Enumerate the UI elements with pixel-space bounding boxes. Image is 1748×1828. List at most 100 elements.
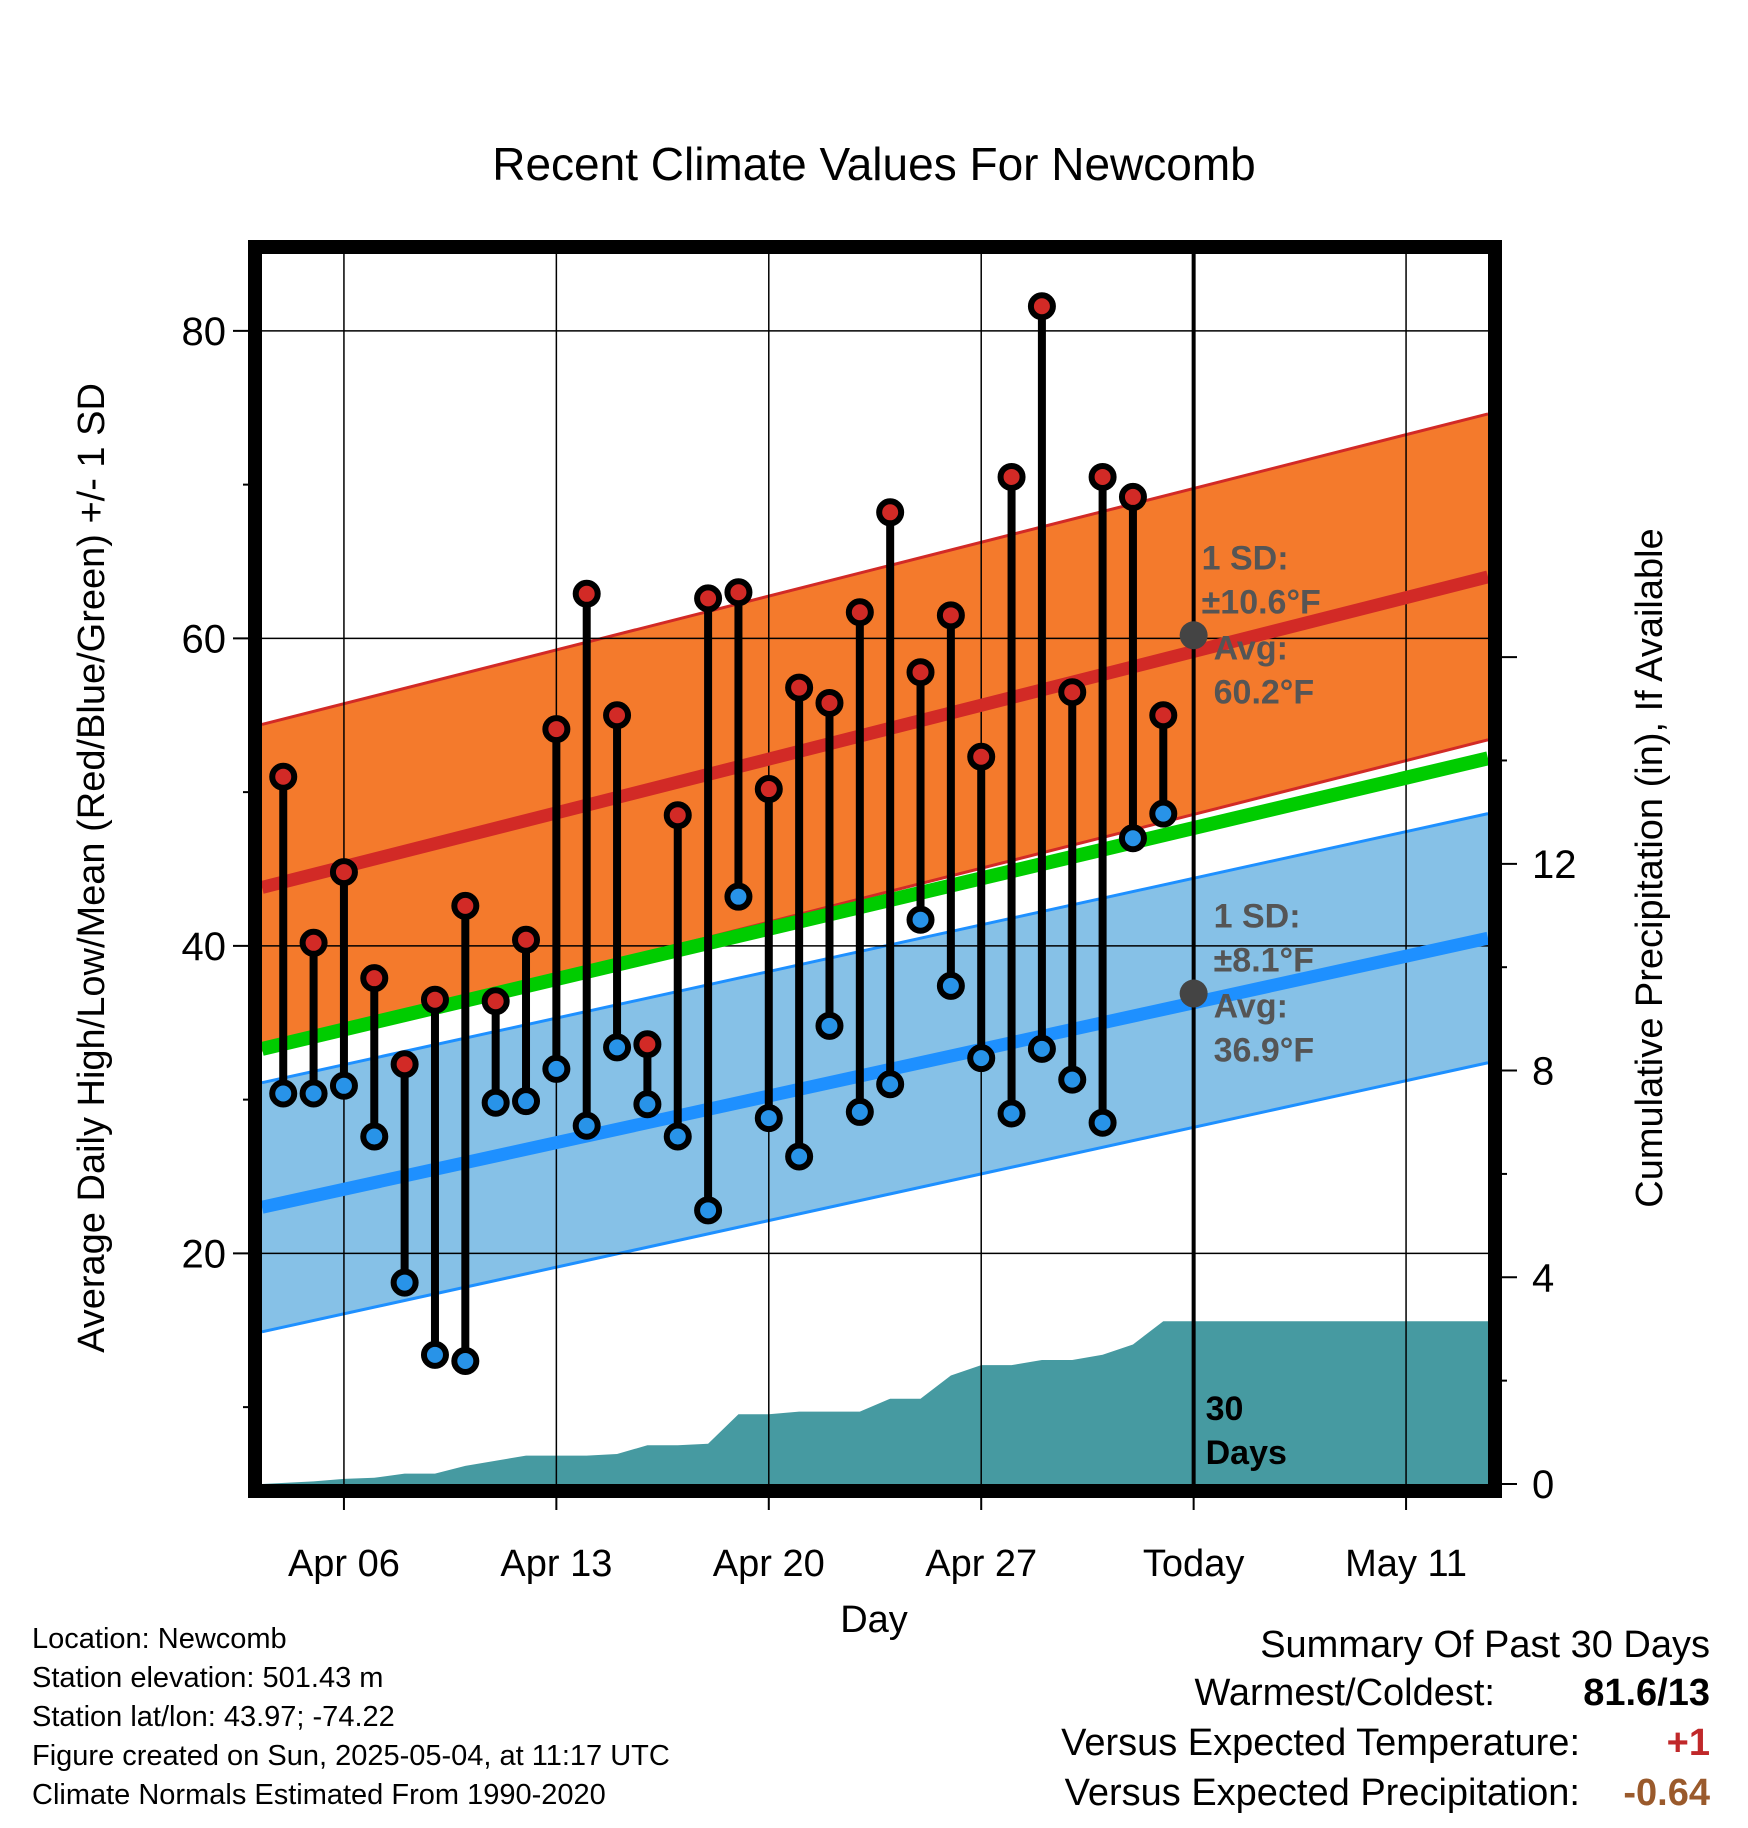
y-tick-label: 20: [182, 1232, 227, 1276]
plot-frame: [248, 240, 1502, 1498]
temp-value: +1: [1666, 1722, 1710, 1764]
high-marker: [542, 715, 571, 744]
x-axis-label: Day: [840, 1599, 908, 1641]
precip-area: [262, 1321, 1488, 1484]
low-marker: [906, 905, 935, 934]
low-marker: [724, 882, 753, 911]
low-marker: [1088, 1108, 1117, 1137]
high-marker: [724, 578, 753, 607]
y-axis-label: Average Daily High/Low/Mean (Red/Blue/Gr…: [71, 383, 113, 1353]
low-marker: [360, 1122, 389, 1151]
x-tick-label: Apr 13: [500, 1543, 612, 1585]
high-marker: [845, 598, 874, 627]
low-marker: [542, 1054, 571, 1083]
plot-area: 1 SD: ±10.6°F Avg: 60.2°F 1 SD: ±8.1°F Avg: 36.…: [182, 240, 1577, 1585]
low-marker: [754, 1104, 783, 1133]
low-marker: [936, 971, 965, 1000]
low-marker: [603, 1033, 632, 1062]
high-avg-value: 60.2°F: [1214, 673, 1315, 711]
high-marker: [906, 658, 935, 687]
chart-title: Recent Climate Values For Newcomb: [492, 138, 1256, 190]
created-text: Figure created on Sun, 2025-05-04, at 11…: [32, 1740, 670, 1772]
high-marker: [663, 801, 692, 830]
summary-warmest-row: Warmest/Coldest: 81.6/13: [810, 1668, 1710, 1718]
high-marker: [1058, 678, 1087, 707]
summary-panel: Summary Of Past 30 Days Warmest/Coldest:…: [810, 1622, 1710, 1818]
low-marker: [269, 1079, 298, 1108]
normal-high-line: [260, 570, 1490, 894]
high-marker: [481, 987, 510, 1016]
high-marker: [420, 985, 449, 1014]
period-label-number: 30: [1206, 1390, 1244, 1428]
latlon-text: Station lat/lon: 43.97; -74.22: [32, 1701, 395, 1733]
low-marker: [390, 1268, 419, 1297]
high-marker: [815, 688, 844, 717]
x-tick-label: Apr 27: [925, 1543, 1037, 1585]
summary-precip-row: Versus Expected Precipitation: -0.64: [810, 1768, 1710, 1818]
low-sd-value: ±8.1°F: [1214, 942, 1314, 980]
high-marker: [572, 579, 601, 608]
low-marker: [663, 1122, 692, 1151]
y-tick-label: 60: [182, 617, 227, 661]
warmest-label: Warmest/Coldest:: [1194, 1672, 1495, 1714]
high-marker: [997, 462, 1026, 491]
high-marker: [785, 673, 814, 702]
low-marker: [876, 1070, 905, 1099]
high-marker: [390, 1050, 419, 1079]
y2-tick-label: 0: [1532, 1463, 1554, 1507]
today-high-avg-marker: [1179, 621, 1208, 650]
high-marker: [754, 775, 783, 804]
y2-axis-label: Cumulative Precipitation (in), If Availa…: [1629, 528, 1671, 1207]
today-low-avg-marker: [1179, 979, 1208, 1008]
x-tick-label: Apr 06: [288, 1543, 400, 1585]
station-info: Location: Newcomb Station elevation: 501…: [32, 1620, 670, 1815]
low-marker: [1058, 1065, 1087, 1094]
low-marker: [481, 1088, 510, 1117]
low-marker: [1027, 1034, 1056, 1063]
period-label-unit: Days: [1206, 1434, 1287, 1472]
high-sd-label: 1 SD:: [1202, 539, 1289, 577]
low-marker: [329, 1071, 358, 1100]
y2-tick-label: 8: [1532, 1050, 1554, 1094]
summary-temp-row: Versus Expected Temperature: +1: [810, 1718, 1710, 1768]
low-marker: [420, 1340, 449, 1369]
high-marker: [1118, 482, 1147, 511]
low-marker: [512, 1087, 541, 1116]
low-marker: [299, 1079, 328, 1108]
low-marker: [785, 1142, 814, 1171]
precip-label: Versus Expected Precipitation:: [1064, 1772, 1580, 1814]
high-marker: [299, 928, 328, 957]
y-tick-label: 40: [182, 925, 227, 969]
precip-value: -0.64: [1623, 1772, 1710, 1814]
high-marker: [451, 891, 480, 920]
low-marker: [451, 1347, 480, 1375]
summary-title: Summary Of Past 30 Days: [1260, 1624, 1710, 1666]
high-marker: [876, 498, 905, 527]
x-tick-label: Today: [1143, 1543, 1244, 1585]
low-marker: [633, 1090, 662, 1119]
y2-tick-label: 12: [1532, 843, 1577, 887]
low-marker: [997, 1099, 1026, 1128]
high-sd-band-upper-edge: [261, 412, 1489, 726]
low-marker: [694, 1196, 723, 1225]
y-tick-label: 80: [182, 310, 227, 354]
y2-tick-label: 4: [1532, 1256, 1554, 1300]
high-avg-label: Avg:: [1214, 629, 1288, 667]
x-tick-label: May 11: [1345, 1543, 1467, 1585]
low-marker: [815, 1011, 844, 1040]
low-marker: [1118, 824, 1147, 853]
low-marker: [572, 1111, 601, 1140]
high-marker: [633, 1030, 662, 1059]
high-sd-value: ±10.6°F: [1202, 583, 1321, 621]
high-marker: [967, 742, 996, 771]
high-marker: [1088, 462, 1117, 491]
low-avg-label: Avg:: [1214, 988, 1288, 1026]
low-avg-value: 36.9°F: [1214, 1032, 1315, 1070]
high-marker: [329, 858, 358, 887]
location-text: Location: Newcomb: [32, 1623, 287, 1655]
high-marker: [1027, 292, 1056, 321]
high-marker: [360, 964, 389, 993]
low-marker: [967, 1044, 996, 1073]
low-marker: [1149, 799, 1178, 828]
